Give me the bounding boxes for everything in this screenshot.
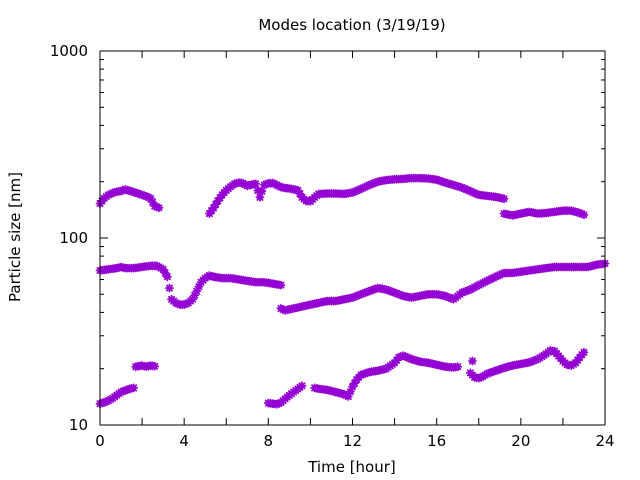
data-point bbox=[499, 194, 509, 204]
data-point bbox=[160, 268, 170, 278]
data-point bbox=[211, 199, 221, 209]
x-axis-label: Time [hour] bbox=[307, 458, 396, 476]
data-point bbox=[188, 294, 197, 304]
x-tick-label: 24 bbox=[595, 432, 614, 450]
data-point bbox=[158, 264, 168, 274]
data-point bbox=[579, 210, 589, 220]
data-point bbox=[209, 203, 219, 213]
data-point bbox=[251, 179, 261, 189]
data-point bbox=[257, 186, 267, 196]
x-tick-label: 16 bbox=[427, 432, 446, 450]
data-point bbox=[150, 361, 160, 371]
plot-frame bbox=[99, 50, 606, 426]
data-point bbox=[253, 186, 263, 195]
axis-ticks: 0 4 8 12 16 20 24 10 100 1000 bbox=[50, 42, 615, 450]
data-point bbox=[453, 362, 463, 372]
x-tick-label: 4 bbox=[179, 432, 189, 450]
data-point bbox=[192, 286, 202, 296]
data-point bbox=[194, 282, 204, 292]
data-points bbox=[95, 173, 610, 409]
data-point bbox=[297, 381, 307, 391]
data-point bbox=[148, 197, 158, 207]
x-tick-label: 12 bbox=[343, 432, 362, 450]
chart-title: Modes location (3/19/19) bbox=[258, 16, 445, 34]
data-point bbox=[343, 392, 353, 401]
data-point bbox=[350, 378, 360, 388]
x-tick-label: 20 bbox=[511, 432, 530, 450]
x-tick-label: 8 bbox=[264, 432, 274, 450]
x-tick-label: 0 bbox=[95, 432, 105, 450]
data-point bbox=[165, 283, 174, 293]
y-tick-label: 1000 bbox=[50, 42, 88, 60]
data-point bbox=[345, 387, 355, 397]
y-axis-label: Particle size [nm] bbox=[6, 172, 24, 302]
data-point bbox=[295, 189, 305, 199]
data-point bbox=[468, 356, 477, 366]
y-tick-label: 100 bbox=[59, 229, 88, 247]
data-point bbox=[255, 192, 265, 202]
data-point bbox=[579, 347, 589, 357]
data-point bbox=[162, 272, 172, 282]
data-point bbox=[293, 185, 303, 195]
data-point bbox=[348, 382, 357, 392]
data-point bbox=[146, 193, 155, 203]
data-point bbox=[276, 280, 286, 290]
y-tick-label: 10 bbox=[69, 416, 88, 434]
data-point bbox=[190, 290, 200, 300]
data-point bbox=[154, 203, 164, 213]
data-point bbox=[129, 383, 139, 393]
